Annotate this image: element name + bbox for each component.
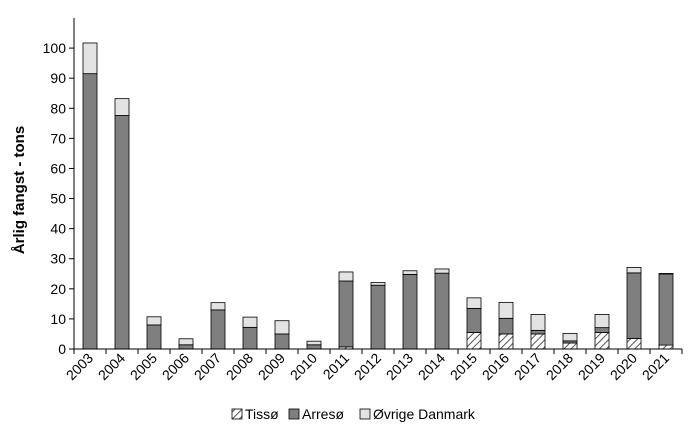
bar-segment-ovrige-danmark [402, 270, 418, 275]
x-tick-label: 2007 [191, 350, 224, 383]
bar-segment-ovrige-danmark [626, 267, 642, 274]
y-axis-ticks: 0 10 20 30 40 50 60 70 80 90 100 [43, 40, 74, 357]
legend-swatch [231, 408, 243, 420]
bar-segment-ovrige-danmark [306, 340, 322, 346]
x-tick-label: 2021 [639, 350, 672, 383]
bar-segment-ovrige-danmark [658, 273, 674, 275]
x-tick-label: 2006 [159, 350, 192, 383]
y-tick-label: 80 [50, 100, 66, 116]
y-axis-label: Årlig fangst - tons [11, 126, 28, 254]
bar-segment-arreso [114, 115, 130, 350]
bar-segment-arreso [658, 273, 674, 346]
x-tick-label: 2011 [320, 350, 353, 383]
bar-segment-arreso [82, 73, 98, 350]
legend-label: Øvrige Danmark [373, 406, 476, 422]
bar-segment-arreso [210, 309, 226, 350]
bar-segment-tisso [658, 344, 674, 350]
x-tick-label: 2018 [543, 350, 576, 383]
bar-segment-arreso [242, 326, 258, 350]
bar-segment-arreso [306, 344, 322, 350]
bar-segment-tisso [626, 338, 642, 350]
bar-segment-ovrige-danmark [338, 271, 354, 282]
bar-segment-ovrige-danmark [178, 338, 194, 346]
x-tick-label: 2020 [607, 350, 640, 383]
y-tick-label: 40 [50, 221, 66, 237]
y-tick-label: 90 [50, 70, 66, 86]
bars [82, 42, 674, 350]
bar-segment-ovrige-danmark [498, 301, 514, 319]
x-tick-label: 2014 [415, 350, 448, 383]
y-tick-label: 0 [58, 341, 66, 357]
y-tick-label: 60 [50, 160, 66, 176]
x-tick-label: 2009 [255, 350, 288, 383]
y-tick-label: 100 [43, 40, 67, 56]
bar-segment-arreso [370, 284, 386, 350]
bar-segment-arreso [402, 273, 418, 350]
x-tick-label: 2019 [575, 350, 608, 383]
y-tick-label: 10 [50, 311, 66, 327]
bar-segment-tisso [466, 332, 482, 350]
x-tick-label: 2012 [351, 350, 384, 383]
x-tick-label: 2017 [511, 350, 544, 383]
bar-segment-ovrige-danmark [274, 320, 290, 335]
x-tick-label: 2010 [287, 350, 320, 383]
bar-segment-ovrige-danmark [466, 297, 482, 309]
bar-segment-arreso [274, 333, 290, 350]
bar-segment-ovrige-danmark [562, 332, 578, 342]
bar-segment-ovrige-danmark [530, 313, 546, 331]
bar-segment-ovrige-danmark [114, 98, 130, 116]
x-tick-label: 2005 [127, 350, 160, 383]
bar-segment-arreso [338, 280, 354, 348]
legend-label: Tissø [245, 406, 279, 422]
y-tick-label: 70 [50, 130, 66, 146]
bar-segment-arreso [434, 272, 450, 350]
y-tick-label: 30 [50, 251, 66, 267]
bar-segment-arreso [498, 317, 514, 335]
bar-segment-arreso [146, 324, 162, 350]
x-tick-label: 2004 [95, 350, 128, 383]
legend-swatch [288, 408, 300, 420]
bar-segment-tisso [498, 333, 514, 350]
bar-segment-arreso [594, 327, 610, 333]
y-tick-label: 50 [50, 191, 66, 207]
legend: Tissø Arresø Øvrige Danmark [231, 406, 476, 422]
bar-segment-tisso [562, 342, 578, 350]
bar-segment-ovrige-danmark [146, 316, 162, 326]
y-tick-label: 20 [50, 281, 66, 297]
x-tick-label: 2016 [479, 350, 512, 383]
x-tick-label: 2013 [383, 350, 416, 383]
bar-segment-arreso [178, 344, 194, 350]
bar-segment-ovrige-danmark [242, 316, 258, 328]
bar-segment-ovrige-danmark [82, 42, 98, 75]
bar-segment-ovrige-danmark [434, 268, 450, 274]
bar-segment-arreso [466, 307, 482, 333]
bar-segment-ovrige-danmark [594, 313, 610, 329]
legend-label: Arresø [302, 406, 344, 422]
bar-segment-arreso [530, 329, 546, 335]
x-tick-label: 2003 [63, 350, 96, 383]
x-tick-label: 2015 [447, 350, 480, 383]
bar-segment-tisso [530, 333, 546, 350]
bar-segment-ovrige-danmark [210, 302, 226, 311]
legend-swatch [359, 408, 371, 420]
x-tick-label: 2008 [223, 350, 256, 383]
bar-segment-arreso [626, 272, 642, 339]
bar-segment-ovrige-danmark [370, 282, 386, 286]
bar-segment-tisso [594, 332, 610, 350]
